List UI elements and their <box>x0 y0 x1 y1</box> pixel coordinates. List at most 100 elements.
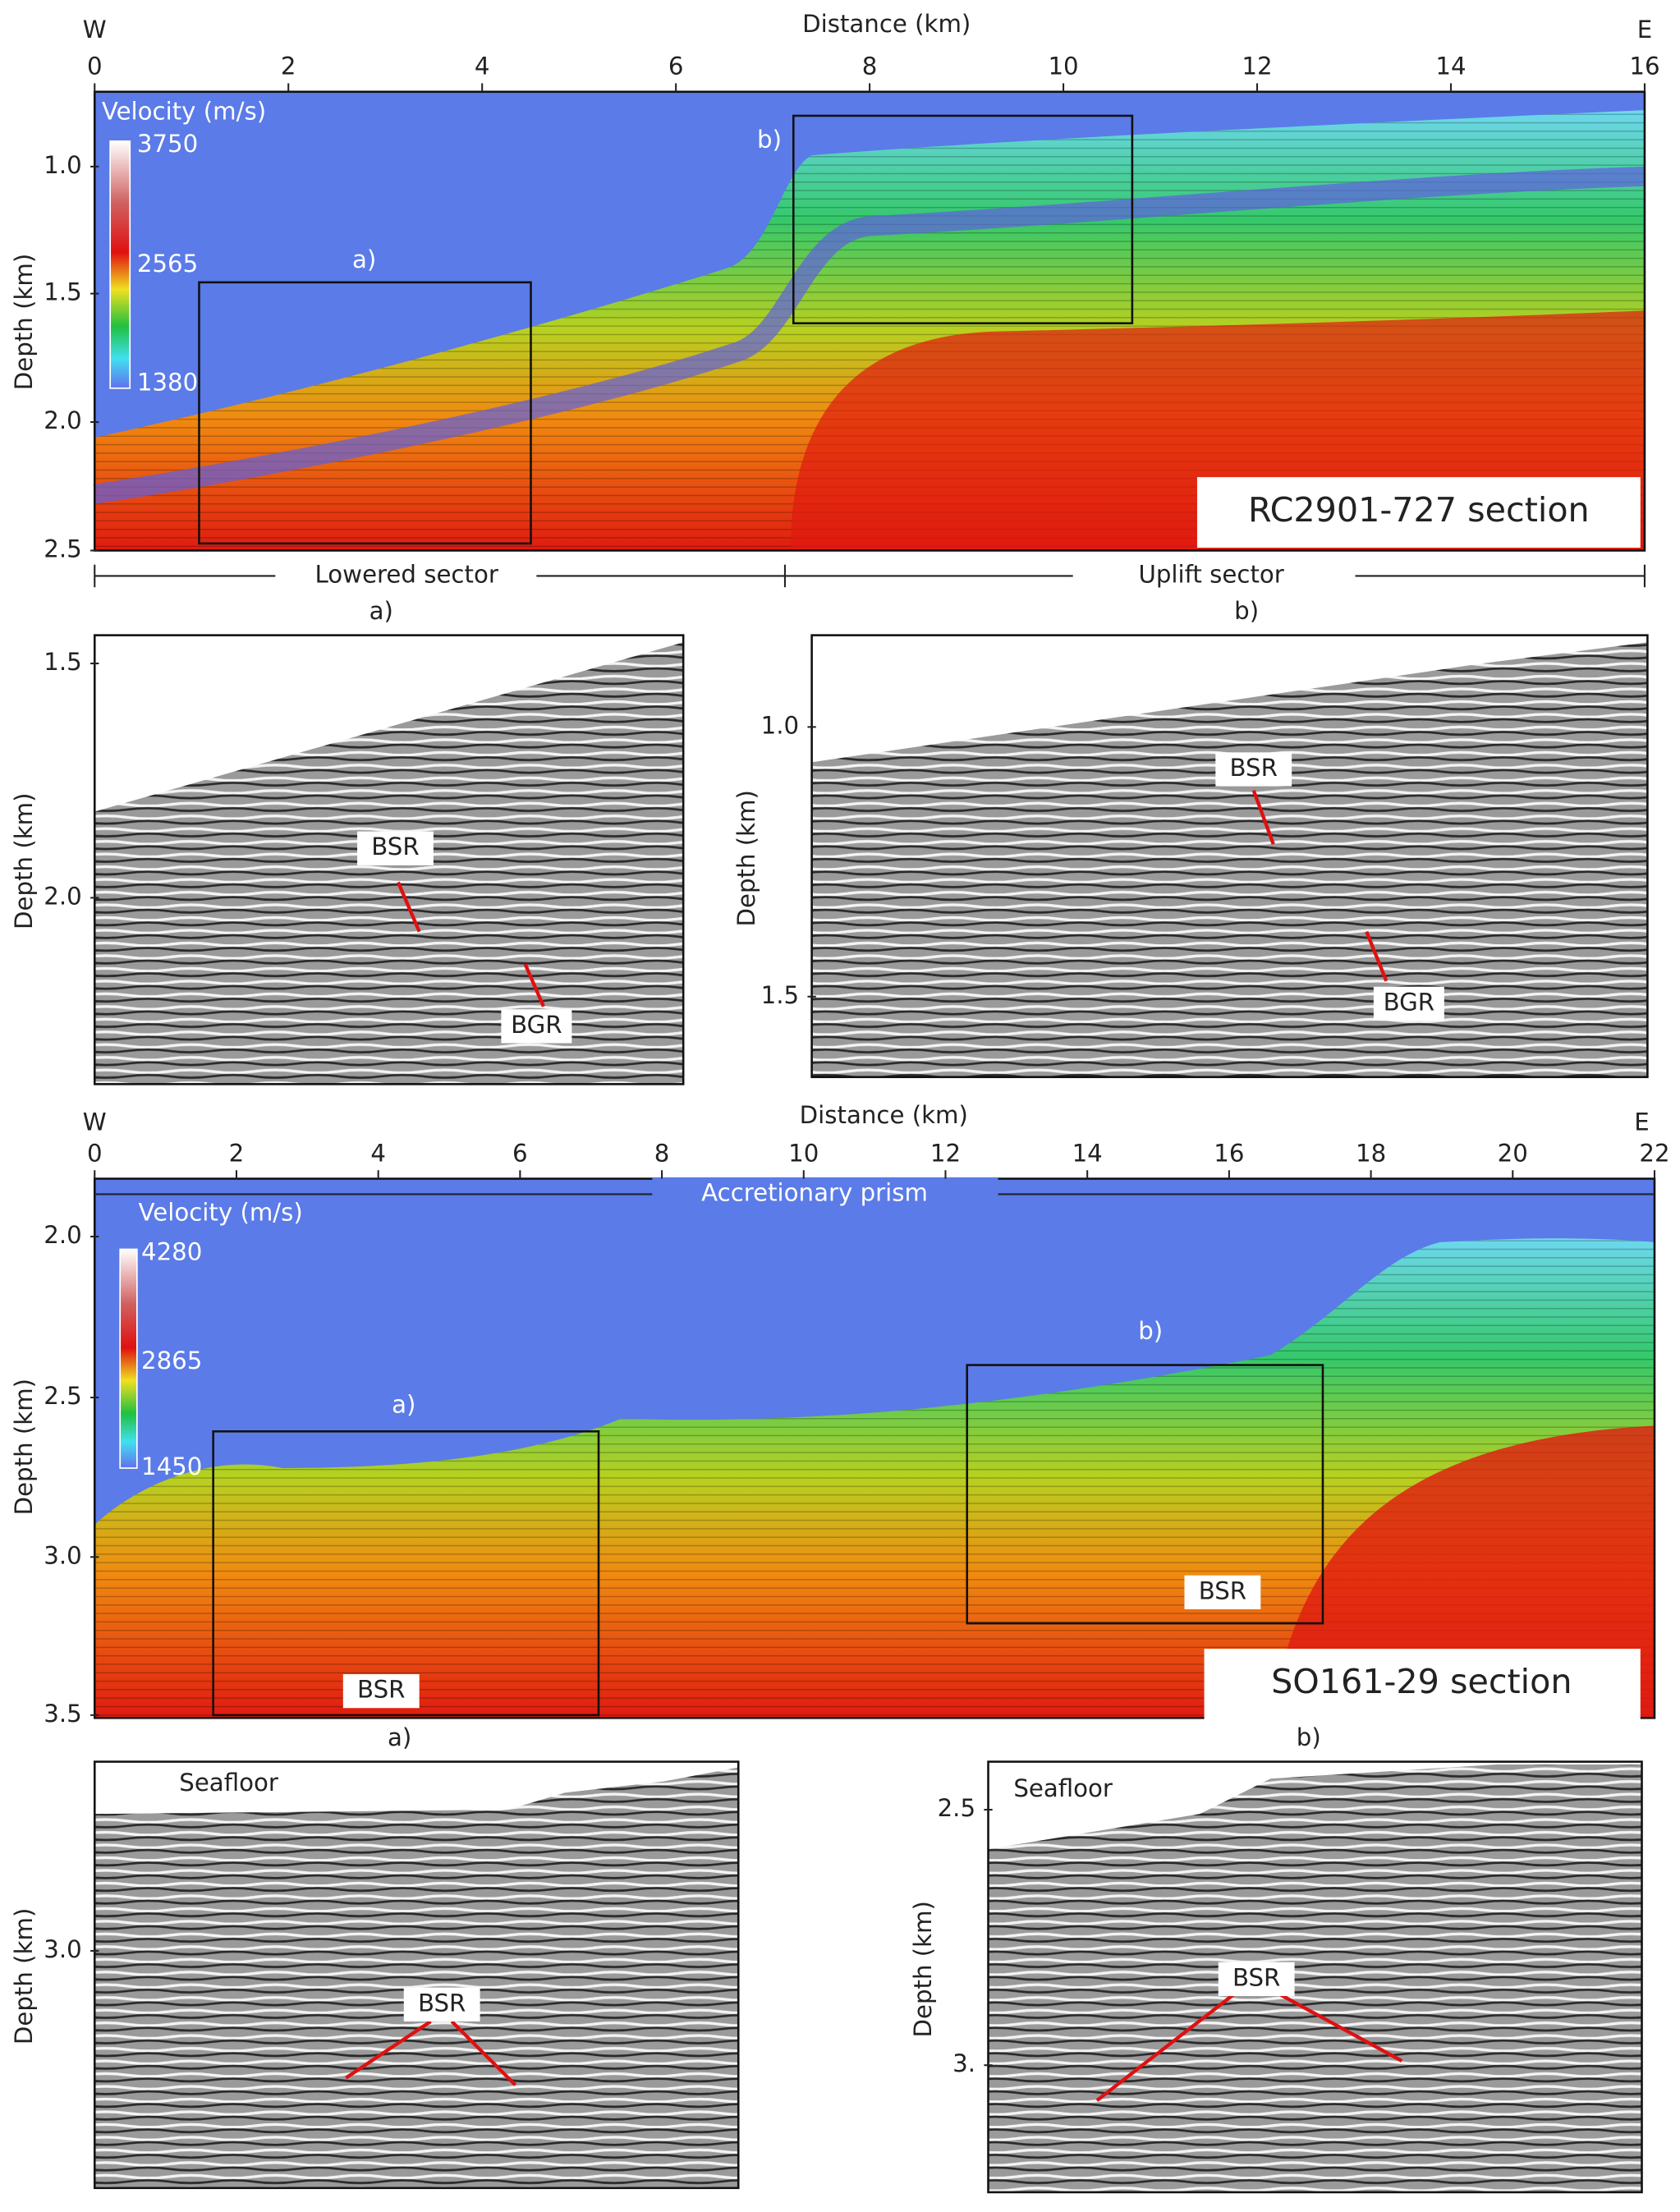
x-tick-label: 12 <box>930 1139 961 1167</box>
y-tick-label: 2.0 <box>44 1221 81 1249</box>
y-tick-label: 1.0 <box>44 151 81 179</box>
annotation: Seafloor <box>1013 1774 1113 1802</box>
arrow <box>450 2020 517 2086</box>
section-label: SO161-29 section <box>1271 1662 1572 1701</box>
arrow <box>523 963 545 1007</box>
east-label: E <box>1637 16 1652 44</box>
arrow <box>345 2020 432 2080</box>
x-tick-label: 2 <box>281 53 296 80</box>
y-tick-label: 3.5 <box>44 1700 81 1728</box>
sub-label: a) <box>388 1723 411 1751</box>
x-tick-label: 22 <box>1639 1139 1669 1167</box>
colorbar <box>119 1248 138 1469</box>
arrow <box>396 881 421 933</box>
y-tick-label: 2.5 <box>938 1794 975 1822</box>
annotation: BGR <box>1384 988 1434 1016</box>
y-axis-title: Depth (km) <box>909 1901 937 2037</box>
label-box <box>357 831 434 865</box>
west-label: W <box>83 16 107 44</box>
x-tick-label: 2 <box>229 1139 245 1167</box>
x-tick-label: 4 <box>475 53 490 80</box>
annotation: Seafloor <box>179 1769 279 1797</box>
colorbar-label: 3750 <box>137 130 198 158</box>
banner: Accretionary prism <box>701 1178 928 1206</box>
plot-frame <box>810 634 1649 1079</box>
y-axis-title: Depth (km) <box>10 1908 38 2044</box>
label-box <box>1204 1649 1641 1719</box>
box-label: b) <box>1138 1317 1163 1345</box>
sector-label: Lowered sector <box>315 560 499 588</box>
x-tick-label: 6 <box>668 53 684 80</box>
arrow <box>1095 1991 1237 2102</box>
zoom-box <box>792 114 1134 324</box>
x-tick-label: 16 <box>1629 53 1659 80</box>
label-box <box>1196 477 1641 548</box>
sector-label: Uplift sector <box>1139 560 1285 588</box>
x-tick-label: 8 <box>654 1139 670 1167</box>
section-label: RC2901-727 section <box>1248 490 1590 530</box>
annotation: BGR <box>511 1011 562 1039</box>
x-axis-title: Distance (km) <box>802 10 971 38</box>
annotation: BSR <box>1230 754 1278 782</box>
seismic-image <box>94 1761 739 2188</box>
annotation: BSR <box>418 1989 466 2017</box>
sub-label: a) <box>370 597 393 625</box>
plot-frame <box>987 1760 1643 2194</box>
colorbar-title: Velocity (m/s) <box>139 1199 303 1227</box>
annotation: BSR <box>371 833 419 860</box>
label-box <box>1373 986 1444 1021</box>
box-label: a) <box>392 1390 415 1418</box>
label-box <box>1218 1962 1295 1996</box>
colorbar <box>109 140 131 389</box>
section-image <box>93 91 1646 551</box>
x-tick-label: 0 <box>87 1139 103 1167</box>
east-label: E <box>1634 1108 1649 1136</box>
x-tick-label: 14 <box>1435 53 1466 80</box>
zoom-box <box>198 281 532 545</box>
arrow <box>1251 790 1275 845</box>
water-column <box>94 635 684 812</box>
x-tick-label: 16 <box>1214 1139 1244 1167</box>
box-label: a) <box>352 246 376 273</box>
plot-frame <box>93 634 685 1085</box>
box-label: b) <box>757 126 782 154</box>
colorbar-label: 2865 <box>141 1347 202 1374</box>
label-box <box>1184 1575 1261 1609</box>
x-tick-label: 12 <box>1242 53 1272 80</box>
annotation: BSR <box>1199 1576 1246 1604</box>
label-box <box>1215 752 1292 787</box>
west-label: W <box>83 1108 107 1136</box>
sub-label: b) <box>1234 597 1259 625</box>
colorbar-label: 4280 <box>141 1238 202 1266</box>
x-axis-title: Distance (km) <box>800 1101 968 1129</box>
y-axis-title: Depth (km) <box>10 792 38 929</box>
y-tick-label: 3.0 <box>44 1541 81 1569</box>
x-tick-label: 10 <box>1048 53 1078 80</box>
arrow <box>1365 930 1389 982</box>
x-tick-label: 8 <box>862 53 878 80</box>
annotation: BSR <box>357 1676 405 1704</box>
water-column <box>811 635 1648 763</box>
section-image <box>94 1178 1655 1719</box>
water-column <box>988 1761 1642 1850</box>
label-box <box>501 1009 572 1044</box>
colorbar-label: 1450 <box>141 1452 202 1480</box>
zoom-box <box>212 1430 600 1717</box>
sub-label: b) <box>1297 1723 1321 1751</box>
y-axis-title: Depth (km) <box>10 1379 38 1515</box>
x-tick-label: 0 <box>87 53 103 80</box>
y-tick-label: 3.0 <box>44 1935 81 1963</box>
x-tick-label: 4 <box>370 1139 386 1167</box>
y-tick-label: 2.5 <box>44 1382 81 1410</box>
y-tick-label: 1.5 <box>44 648 81 676</box>
y-tick-label: 1.0 <box>761 711 799 739</box>
x-tick-label: 6 <box>512 1139 528 1167</box>
x-tick-label: 20 <box>1498 1139 1528 1167</box>
y-axis-title: Depth (km) <box>10 254 38 390</box>
y-tick-label: 2.5 <box>44 535 81 562</box>
y-tick-label: 1.5 <box>44 278 81 306</box>
seismic-image <box>988 1761 1642 2192</box>
